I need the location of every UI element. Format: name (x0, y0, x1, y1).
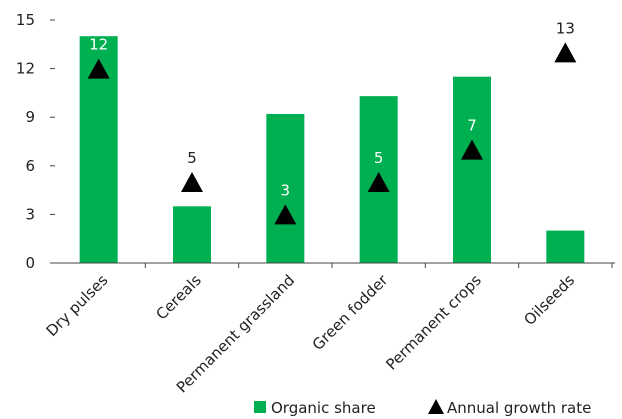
y-axis: 0 3 6 9 12 15 (16, 11, 55, 272)
data-label: 12 (89, 36, 108, 54)
bar (453, 76, 491, 263)
legend-swatch-organic-share (254, 401, 266, 413)
category-label: Oilseeds (520, 271, 578, 329)
y-tick-label: 15 (16, 11, 35, 29)
growth-marker (461, 139, 483, 160)
legend-label-organic-share: Organic share (271, 399, 376, 417)
data-label: 7 (467, 117, 477, 135)
category-label: Green fodder (309, 271, 392, 354)
growth-marker (554, 42, 577, 63)
y-tick-label: 6 (25, 157, 35, 175)
y-tick-label: 3 (25, 205, 35, 223)
data-label: 5 (187, 149, 197, 167)
category-label: Permanent crops (382, 271, 485, 374)
category-label: Cereals (153, 271, 205, 323)
data-labels: 12 5 3 5 7 13 (89, 19, 575, 199)
data-label: 5 (374, 149, 384, 167)
bars (79, 36, 585, 264)
legend-triangle-icon (428, 399, 444, 414)
y-tick-label: 9 (25, 108, 35, 126)
growth-marker (274, 204, 297, 225)
markers (87, 42, 577, 225)
legend-label-annual-growth-rate: Annual growth rate (447, 399, 591, 417)
legend: Organic share Annual growth rate (254, 399, 591, 417)
growth-marker (181, 172, 203, 192)
y-tick-label: 0 (25, 254, 35, 272)
bar (173, 206, 211, 263)
category-label: Dry pulses (43, 271, 112, 340)
bar (546, 230, 585, 263)
y-tick-label: 12 (16, 60, 35, 78)
data-label: 13 (556, 19, 575, 37)
growth-marker (367, 172, 390, 192)
data-label: 3 (281, 181, 291, 199)
growth-marker (87, 58, 110, 79)
bar (266, 113, 305, 264)
